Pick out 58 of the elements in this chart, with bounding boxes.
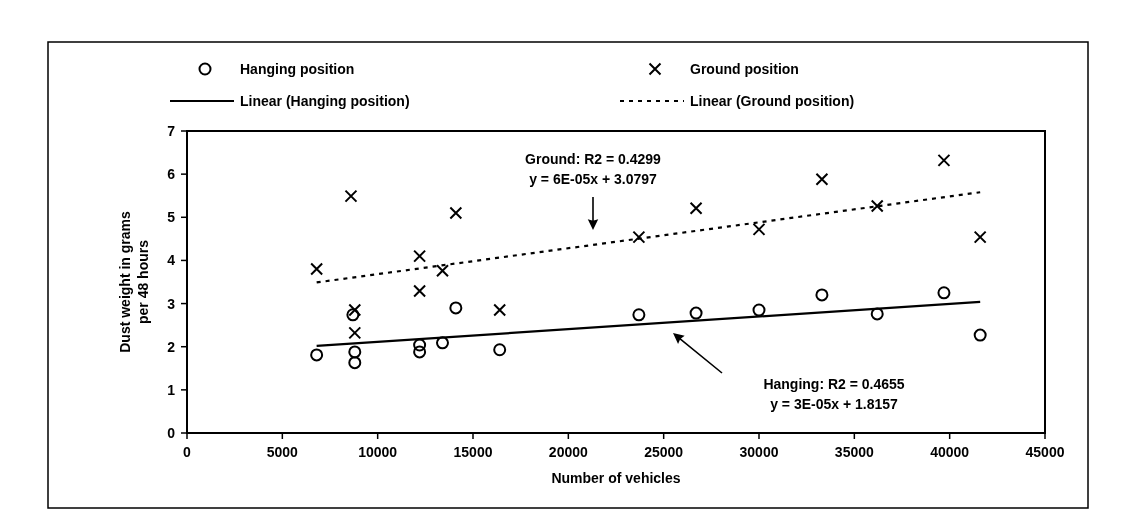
x-tick-label: 40000 xyxy=(930,444,970,460)
point xyxy=(348,326,362,340)
y-tick-label: 7 xyxy=(167,123,176,139)
point xyxy=(449,206,463,220)
point xyxy=(870,199,884,213)
point xyxy=(689,306,703,320)
point xyxy=(815,172,829,186)
point xyxy=(348,356,362,370)
y-tick-label: 1 xyxy=(167,381,176,398)
point xyxy=(493,303,507,317)
legend-label: Hanging position xyxy=(240,61,355,77)
x-axis-title: Number of vehicles xyxy=(551,470,681,486)
point xyxy=(973,328,987,342)
legend-label: Ground position xyxy=(690,61,799,77)
point xyxy=(449,301,463,315)
annotation: Ground: R2 = 0.4299 y = 6E-05x + 3.0797 xyxy=(525,151,662,187)
point xyxy=(815,288,829,302)
point xyxy=(973,230,987,244)
point xyxy=(632,230,646,244)
point xyxy=(752,222,766,236)
x-tick-label: 15000 xyxy=(453,444,493,460)
legend-label: Linear (Ground position) xyxy=(690,93,855,109)
point xyxy=(870,307,884,321)
x-tick-label: 0 xyxy=(183,444,192,460)
y-tick-label: 6 xyxy=(167,166,176,183)
point xyxy=(348,345,362,359)
point xyxy=(413,338,427,352)
point xyxy=(752,303,766,317)
point xyxy=(346,308,360,322)
x-tick-label: 5000 xyxy=(266,444,299,460)
y-tick-label: 0 xyxy=(167,425,176,441)
y-tick-label: 4 xyxy=(167,252,176,269)
point xyxy=(344,189,358,203)
point xyxy=(348,303,362,317)
point xyxy=(632,308,646,322)
legend-label: Linear (Hanging position) xyxy=(240,93,410,109)
point xyxy=(310,348,324,362)
point xyxy=(937,153,951,167)
annotation: Hanging: R2 = 0.4655 y = 3E-05x + 1.8157 xyxy=(763,376,905,412)
point xyxy=(413,345,427,359)
point xyxy=(937,286,951,300)
y-tick-label: 2 xyxy=(167,338,176,355)
point xyxy=(689,201,703,215)
point xyxy=(413,284,427,298)
point xyxy=(413,249,427,263)
x-tick-label: 30000 xyxy=(739,444,779,460)
y-tick-label: 3 xyxy=(167,295,176,312)
point xyxy=(310,262,324,276)
x-tick-label: 45000 xyxy=(1025,444,1065,460)
x-tick-label: 10000 xyxy=(358,444,398,460)
point xyxy=(435,264,449,278)
x-tick-label: 25000 xyxy=(644,444,684,460)
y-tick-label: 5 xyxy=(167,209,176,226)
point xyxy=(493,343,507,357)
y-axis-title: Dust weight in grams per 48 hours xyxy=(117,211,151,353)
x-tick-label: 20000 xyxy=(548,444,589,460)
point xyxy=(435,336,449,350)
x-tick-label: 35000 xyxy=(834,444,875,460)
